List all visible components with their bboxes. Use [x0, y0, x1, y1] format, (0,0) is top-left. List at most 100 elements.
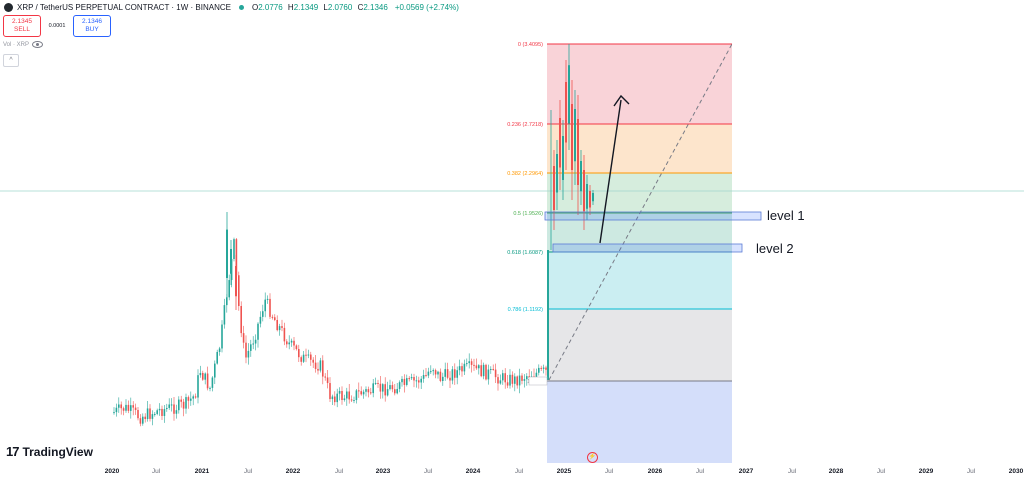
candle-body — [300, 357, 302, 362]
collapse-legend-button[interactable]: ^ — [3, 54, 19, 67]
candle-body — [269, 298, 271, 317]
candle-body — [580, 161, 582, 192]
candle-body — [568, 65, 570, 124]
candle-body — [497, 377, 499, 384]
candle-body — [461, 366, 463, 372]
candle-body — [574, 109, 576, 162]
candle-body — [254, 339, 257, 344]
candle-body — [230, 249, 232, 274]
high-value: 2.1349 — [293, 2, 319, 12]
buy-button[interactable]: 2.1346 BUY — [73, 15, 111, 37]
xrp-logo-icon — [4, 2, 13, 12]
candle-body — [353, 400, 355, 402]
price-change: +0.0569 (+2.74%) — [394, 2, 459, 12]
trade-buttons: 2.1345 SELL 0.0001 2.1346 BUY — [3, 15, 111, 37]
candle-body — [295, 345, 298, 350]
candle-body — [317, 368, 319, 371]
candle-body — [185, 397, 187, 409]
candle-body — [278, 326, 281, 331]
candle-body — [115, 407, 118, 413]
close-key: C — [357, 2, 364, 12]
low-key: L — [323, 2, 328, 12]
candle-body — [178, 399, 180, 411]
candle-body — [427, 371, 430, 376]
x-tick-label: Jul — [696, 468, 705, 475]
candle-body — [331, 396, 334, 400]
candle-body — [146, 408, 149, 419]
projection-arrow-head-icon — [613, 94, 630, 107]
x-tick-label: 2020 — [105, 468, 120, 475]
candle-body — [542, 367, 545, 369]
candle-body — [514, 376, 516, 384]
candle-body — [540, 367, 542, 369]
candle-body — [182, 401, 185, 409]
x-tick-label: Jul — [515, 468, 524, 475]
candle-body — [362, 391, 365, 395]
sell-button[interactable]: 2.1345 SELL — [3, 15, 41, 37]
candle-body — [449, 377, 451, 381]
fib-band — [547, 213, 732, 252]
candle-body — [324, 376, 326, 378]
volume-indicator: Vol · XRP — [3, 41, 44, 48]
fib-band — [547, 309, 732, 381]
level-2-zone — [552, 243, 743, 253]
symbol-title[interactable]: XRP / TetherUS PERPETUAL CONTRACT · 1W ·… — [17, 2, 231, 12]
candle-body — [134, 407, 137, 411]
candle-body — [523, 379, 526, 381]
candle-body — [386, 389, 389, 396]
fib-label-0.236: 0.236 (2.7218) — [507, 122, 543, 128]
fib-label-0: 0 (3.4095) — [518, 42, 543, 48]
candle-body — [206, 373, 209, 389]
candlestick-series — [113, 44, 594, 427]
close-value: 2.1346 — [363, 2, 388, 12]
eye-icon[interactable] — [32, 41, 44, 48]
candle-body — [374, 382, 377, 384]
candle-body — [425, 375, 427, 377]
x-tick-label: 2024 — [466, 468, 481, 475]
candle-body — [127, 404, 130, 411]
candle-body — [348, 391, 350, 400]
candle-body — [187, 397, 190, 401]
tradingview-mark-icon: 17 — [6, 444, 20, 459]
candle-body — [499, 380, 502, 384]
candle-body — [559, 118, 561, 168]
candle-body — [473, 364, 475, 366]
candle-body — [226, 229, 228, 278]
candle-body — [490, 368, 492, 370]
candle-body — [274, 317, 276, 320]
candle-body — [492, 368, 494, 370]
candle-body — [485, 364, 487, 380]
candle-body — [194, 396, 197, 398]
candle-body — [314, 362, 317, 369]
drawings — [528, 43, 762, 386]
candle-body — [226, 297, 228, 306]
candle-body — [154, 413, 156, 415]
candle-body — [221, 324, 223, 349]
level-1-label: level 1 — [767, 208, 805, 223]
buy-label: BUY — [85, 26, 99, 33]
flash-icon[interactable]: ⚡ — [587, 452, 598, 463]
spread-value: 0.0001 — [48, 23, 66, 29]
candle-body — [302, 354, 305, 362]
candle-body — [589, 191, 591, 208]
candle-body — [290, 340, 293, 343]
candle-body — [137, 410, 139, 419]
candle-body — [125, 404, 127, 411]
candle-body — [470, 361, 473, 365]
candle-body — [401, 378, 403, 383]
market-status-icon — [238, 4, 244, 10]
candle-body — [242, 333, 245, 343]
candle-body — [410, 377, 413, 379]
x-tick-label: 2025 — [557, 468, 572, 475]
candle-body — [422, 375, 425, 379]
tradingview-logo[interactable]: 17 TradingView — [6, 444, 93, 459]
x-tick-label: Jul — [152, 468, 161, 475]
candle-body — [442, 376, 444, 381]
level-1-zone — [544, 211, 762, 221]
candle-body — [214, 363, 216, 378]
candle-body — [329, 383, 331, 400]
candle-body — [420, 378, 422, 383]
candle-body — [446, 369, 449, 378]
candle-body — [144, 416, 146, 419]
